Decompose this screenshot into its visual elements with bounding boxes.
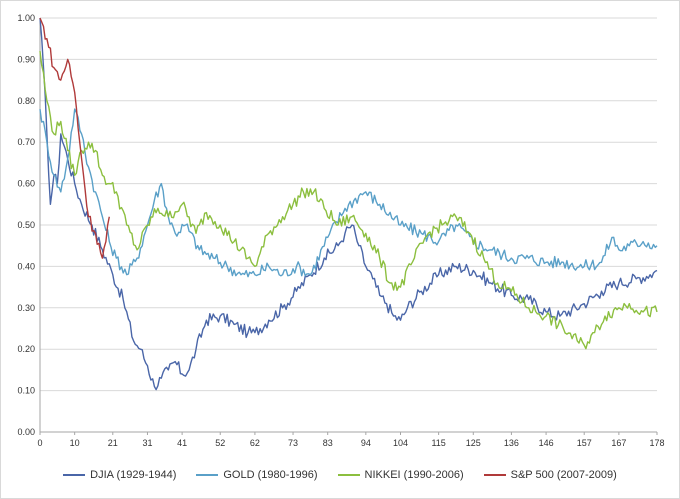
legend-label-gold: GOLD (1980-1996) [223, 469, 318, 481]
x-tick-label: 73 [288, 438, 298, 448]
legend-label-nikkei: NIKKEI (1990-2006) [364, 469, 464, 481]
x-tick-label: 146 [539, 438, 554, 448]
chart-legend: DJIA (1929-1944) GOLD (1980-1996) NIKKEI… [0, 463, 680, 487]
grid-lines [40, 17, 657, 392]
legend-item-sp500: S&P 500 (2007-2009) [483, 469, 617, 481]
x-tick-label: 94 [361, 438, 371, 448]
y-tick-label: 0.00 [17, 427, 35, 437]
y-tick-label: 0.40 [17, 261, 35, 271]
x-tick-label: 31 [142, 438, 152, 448]
axes [39, 18, 658, 435]
y-tick-label: 0.10 [17, 386, 35, 396]
legend-item-nikkei: NIKKEI (1990-2006) [337, 469, 464, 481]
y-tick-label: 1.00 [17, 13, 35, 23]
x-tick-label: 41 [177, 438, 187, 448]
y-tick-label: 0.20 [17, 344, 35, 354]
x-tick-label: 0 [37, 438, 42, 448]
y-tick-label: 0.90 [17, 54, 35, 64]
x-tick-label: 136 [504, 438, 519, 448]
x-tick-label: 157 [577, 438, 592, 448]
x-tick-label: 104 [393, 438, 408, 448]
series-line-nikkei [39, 51, 658, 350]
legend-label-djia: DJIA (1929-1944) [90, 469, 177, 481]
legend-item-djia: DJIA (1929-1944) [63, 469, 176, 481]
x-tick-label: 167 [611, 438, 626, 448]
y-tick-label: 0.80 [17, 96, 35, 106]
x-tick-label: 115 [431, 438, 445, 448]
series-line-sp [39, 17, 110, 259]
legend-swatch-sp500 [483, 474, 506, 476]
legend-label-sp500: S&P 500 (2007-2009) [510, 469, 617, 481]
series-line-gold [39, 108, 658, 278]
x-tick-label: 10 [70, 438, 80, 448]
legend-swatch-djia [63, 474, 86, 476]
legend-swatch-gold [196, 474, 219, 476]
x-tick-label: 125 [466, 438, 481, 448]
series-lines [39, 17, 658, 391]
x-tick-label: 52 [215, 438, 225, 448]
x-tick-label: 62 [250, 438, 260, 448]
legend-swatch-nikkei [337, 474, 360, 476]
y-tick-label: 0.60 [17, 179, 35, 189]
y-tick-label: 0.50 [17, 220, 35, 230]
x-tick-label: 21 [108, 438, 118, 448]
legend-item-gold: GOLD (1980-1996) [196, 469, 318, 481]
y-tick-label: 0.30 [17, 303, 35, 313]
x-tick-label: 178 [649, 438, 664, 448]
y-tick-label: 0.70 [17, 137, 35, 147]
y-axis-tick-labels: 0.00 0.10 0.20 0.30 0.40 0.50 0.60 0.70 0.80 0.90… [17, 13, 35, 437]
x-axis-tick-labels: 0 10 21 31 41 52 62 73 83 94 104 115 125 136 146 157 167… [37, 438, 664, 448]
x-tick-label: 83 [323, 438, 333, 448]
